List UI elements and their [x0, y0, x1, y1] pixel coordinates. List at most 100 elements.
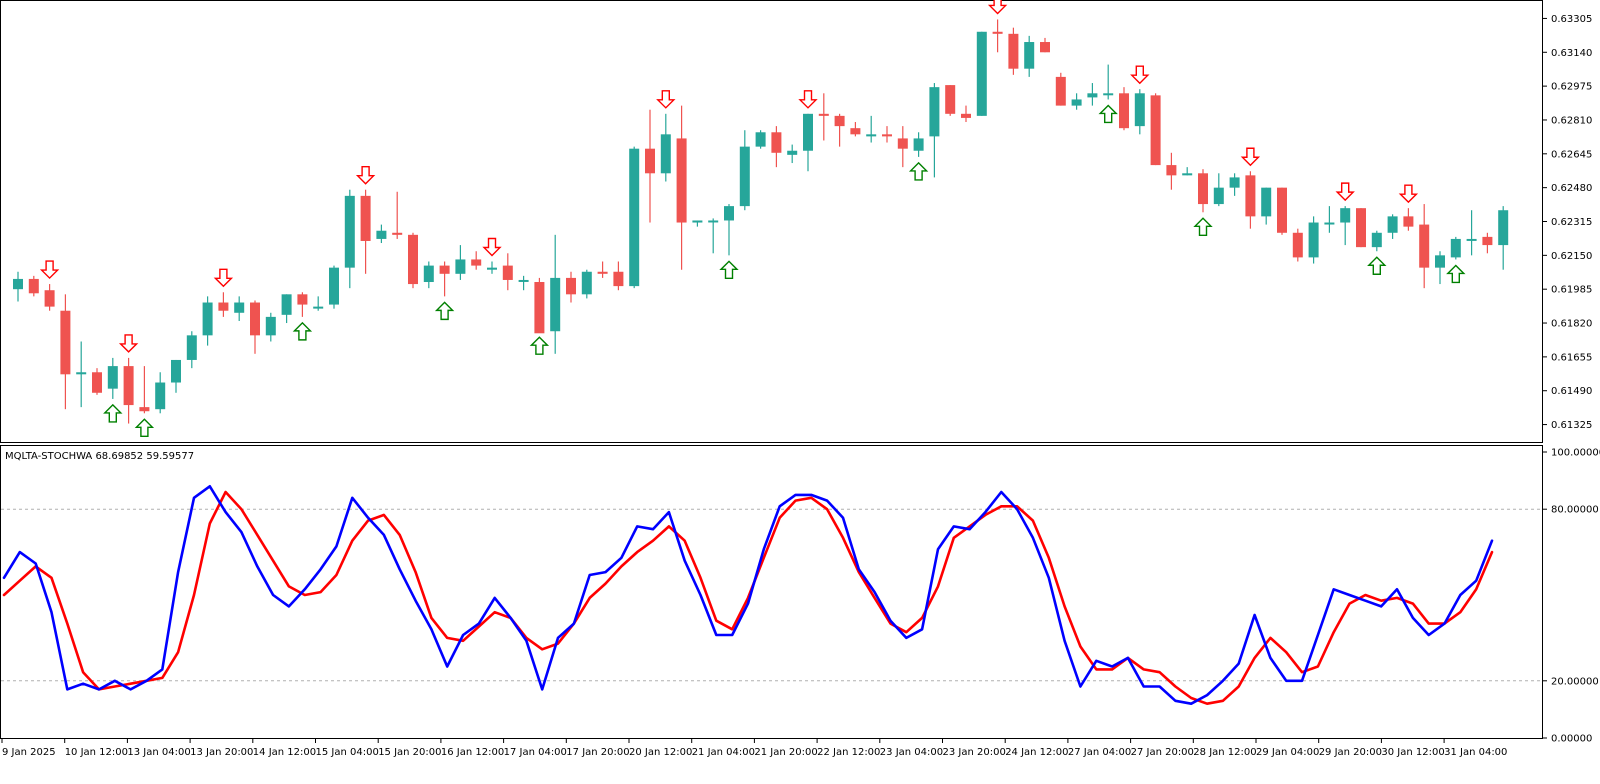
bull-candle: [487, 267, 497, 270]
bull-candle: [1450, 238, 1461, 258]
bear-candle: [676, 138, 687, 223]
bear-candle: [28, 278, 39, 294]
bull-candle: [1261, 187, 1272, 217]
price-tick-label: 0.62480: [1551, 183, 1592, 194]
time-tick-label: 16 Jan 12:00: [441, 747, 504, 758]
bear-candle: [645, 148, 655, 174]
bear-candle: [502, 265, 513, 280]
price-tick-label: 0.62315: [1551, 217, 1592, 228]
bear-candle: [1055, 76, 1066, 106]
bear-candle: [44, 290, 55, 307]
price-tick-label: 0.62150: [1551, 251, 1592, 262]
bull-candle: [1213, 187, 1224, 205]
time-tick-label: 17 Jan 20:00: [566, 747, 629, 758]
bear-candle: [360, 195, 371, 241]
time-tick-label: 21 Jan 20:00: [754, 747, 817, 758]
time-tick-label: 23 Jan 04:00: [880, 747, 943, 758]
bear-candle: [534, 282, 545, 334]
buy-signal-arrow-icon: [1098, 104, 1118, 124]
bear-candle: [1403, 216, 1414, 227]
bull-candle: [234, 302, 245, 313]
bear-candle: [882, 134, 892, 137]
buy-signal-arrow-icon: [434, 301, 455, 321]
bull-candle: [866, 134, 877, 137]
bear-candle: [297, 294, 308, 305]
bear-candle: [1198, 173, 1208, 205]
sell-signal-arrow-icon: [1335, 182, 1355, 202]
sell-signal-arrow-icon: [482, 237, 502, 257]
bear-candle: [1482, 236, 1493, 246]
time-tick-label: 13 Jan 04:00: [127, 747, 190, 758]
price-axis: 0.63305 0.63140 0.62975 0.62810 0.62645 0.624…: [1543, 14, 1592, 431]
bear-candle: [1245, 175, 1256, 217]
price-tick-label: 0.61325: [1551, 420, 1592, 431]
stoch-signal-line: [2, 490, 1494, 706]
bull-candle: [455, 259, 466, 274]
price-tick-label: 0.63305: [1551, 14, 1592, 25]
bear-candle: [566, 277, 576, 295]
buy-signal-arrow-icon: [103, 403, 123, 423]
bull-candle: [171, 359, 181, 383]
indicator-label: MQLTA-STOCHWA 68.69852 59.59577: [5, 451, 194, 462]
bear-candle: [992, 31, 1003, 34]
buy-signal-arrow-icon: [1367, 256, 1387, 275]
bear-candle: [123, 366, 134, 406]
bear-candle: [961, 113, 971, 118]
indicator-panel-frame: [0, 445, 1543, 739]
bull-candle: [1435, 255, 1445, 268]
bull-candle: [1498, 210, 1509, 246]
bear-candle: [1292, 232, 1303, 258]
sell-signal-arrow-icon: [118, 334, 139, 353]
buy-signal-arrow-icon: [292, 321, 313, 341]
bull-candle: [803, 113, 813, 151]
time-tick-label: 14 Jan 12:00: [253, 747, 316, 758]
bear-candle: [1419, 224, 1430, 268]
buy-signal-arrow-icon: [529, 336, 550, 355]
bear-candle: [897, 138, 908, 149]
sell-signal-arrow-icon: [1130, 65, 1150, 85]
bull-candle: [107, 366, 118, 389]
bear-candle: [613, 271, 624, 287]
price-panel-frame: [0, 0, 1543, 443]
sell-signal-arrow-icon: [987, 0, 1008, 15]
sell-signal-arrow-icon: [355, 166, 376, 185]
bull-candle: [423, 265, 434, 283]
bear-candle: [439, 265, 450, 274]
bull-candle: [1466, 238, 1477, 241]
bull-candle: [202, 302, 213, 336]
time-tick-label: 15 Jan 04:00: [316, 747, 379, 758]
buy-signal-arrow-icon: [719, 260, 739, 280]
price-tick-label: 0.62975: [1551, 82, 1592, 93]
bull-candle: [787, 150, 798, 155]
sell-signal-arrow-icon: [39, 260, 60, 280]
candles-layer: [13, 19, 1509, 424]
time-tick-label: 24 Jan 12:00: [1005, 747, 1068, 758]
bull-candle: [1024, 42, 1035, 69]
bear-candle: [250, 302, 260, 336]
time-tick-label: 10 Jan 12:00: [65, 747, 128, 758]
oscillator-tick-label: 0.00000: [1551, 734, 1592, 745]
time-tick-label: 23 Jan 20:00: [943, 747, 1006, 758]
time-tick-label: 29 Jan 04:00: [1256, 747, 1319, 758]
bull-candle: [344, 195, 355, 268]
bear-candle: [1277, 187, 1287, 233]
sell-signal-arrow-icon: [798, 90, 818, 109]
bull-candle: [1087, 93, 1098, 98]
price-tick-label: 0.63140: [1551, 48, 1592, 59]
bear-candle: [850, 128, 861, 135]
bull-candle: [581, 271, 592, 295]
bull-candle: [329, 267, 339, 305]
bear-candle: [818, 113, 829, 116]
bull-candle: [724, 206, 734, 221]
time-tick-label: 28 Jan 12:00: [1193, 747, 1256, 758]
buy-signal-arrow-icon: [134, 418, 155, 437]
sell-signal-arrow-icon: [213, 268, 234, 288]
oscillator-tick-label: 80.00000: [1551, 505, 1599, 516]
bull-candle: [976, 31, 987, 116]
bull-candle: [1340, 208, 1351, 223]
bear-candle: [392, 232, 403, 235]
time-tick-label: 13 Jan 20:00: [190, 747, 253, 758]
bull-candle: [281, 294, 292, 315]
bear-candle: [945, 85, 956, 114]
